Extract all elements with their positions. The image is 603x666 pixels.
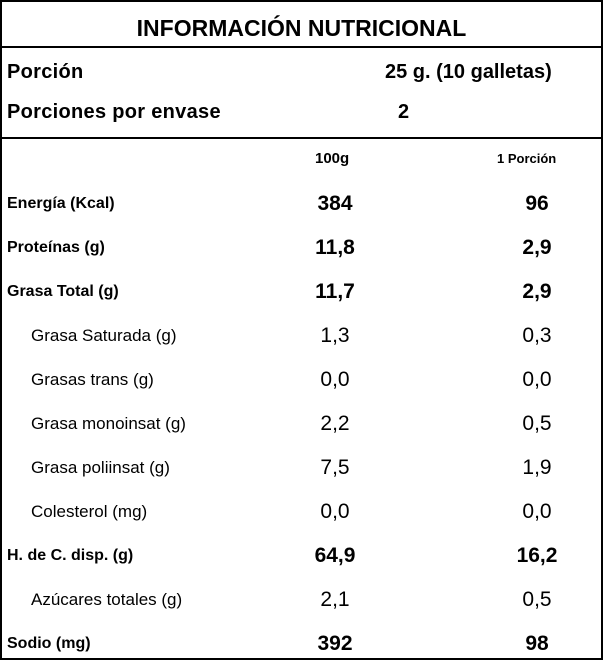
nutrient-value-serving: 96 [525,192,549,215]
nutrient-row: Proteínas (g) 11,8 2,9 [2,226,601,270]
nutrient-row: Energía (Kcal) 384 96 [2,182,601,226]
servings-per-package-value: 2 [398,101,410,123]
label-title: INFORMACIÓN NUTRICIONAL [2,2,601,48]
nutrient-name: Grasas trans (g) [31,370,154,389]
serving-size-row: Porción 25 g. (10 galletas) [2,52,601,92]
nutrient-value-100g: 392 [317,632,353,655]
nutrient-row: Grasa monoinsat (g) 2,2 0,5 [2,402,601,446]
nutrient-value-serving: 2,9 [522,280,552,303]
nutrient-value-serving: 98 [525,632,549,655]
nutrient-value-100g: 11,7 [315,280,355,303]
nutrient-value-100g: 64,9 [314,544,356,567]
column-headers: 100g 1 Porción [2,139,601,179]
nutrient-value-100g: 0,0 [320,368,350,391]
servings-per-package-row: Porciones por envase 2 [2,92,601,132]
nutrient-name: Energía (Kcal) [7,195,115,212]
nutrient-value-100g: 0,0 [320,500,350,523]
nutrient-name: Grasa Total (g) [7,283,119,300]
nutrient-name: Grasa poliinsat (g) [31,458,170,477]
nutrient-value-serving: 0,3 [522,324,552,347]
nutrient-value-serving: 0,5 [522,412,552,435]
nutrient-row: Grasas trans (g) 0,0 0,0 [2,358,601,402]
nutrient-name: Azúcares totales (g) [31,590,183,609]
nutrient-name: Grasa monoinsat (g) [31,414,186,433]
nutrient-row: Sodio (mg) 392 98 [2,622,601,666]
nutrient-row: Azúcares totales (g) 2,1 0,5 [2,578,601,622]
nutrient-value-serving: 0,5 [522,588,552,611]
nutrient-name: H. de C. disp. (g) [7,547,134,564]
nutrient-row: Grasa Total (g) 11,7 2,9 [2,270,601,314]
column-header-100g: 100g [315,150,350,167]
serving-size-label: Porción [7,61,84,83]
nutrient-value-100g: 384 [317,192,353,215]
nutrient-value-serving: 2,9 [522,236,552,259]
nutrient-value-100g: 2,2 [320,412,350,435]
nutrient-row: Grasa poliinsat (g) 7,5 1,9 [2,446,601,490]
nutrient-value-100g: 7,5 [320,456,350,479]
serving-size-value: 25 g. (10 galletas) [385,61,552,83]
nutrient-value-100g: 11,8 [315,236,355,259]
nutrient-row: Grasa Saturada (g) 1,3 0,3 [2,314,601,358]
nutrient-name: Proteínas (g) [7,239,105,256]
nutrient-row: Colesterol (mg) 0,0 0,0 [2,490,601,534]
column-header-serving: 1 Porción [497,151,557,166]
nutrient-value-serving: 16,2 [516,544,558,567]
nutrient-value-serving: 0,0 [522,368,552,391]
nutrient-value-serving: 1,9 [522,456,552,479]
nutrient-value-100g: 1,3 [320,324,350,347]
section-divider [2,137,601,139]
nutrient-name: Colesterol (mg) [31,502,148,521]
nutrient-row: H. de C. disp. (g) 64,9 16,2 [2,534,601,578]
nutrient-value-100g: 2,1 [320,588,350,611]
servings-per-package-label: Porciones por envase [7,101,221,123]
nutrient-name: Grasa Saturada (g) [31,326,177,345]
nutrient-name: Sodio (mg) [7,635,91,652]
nutrient-value-serving: 0,0 [522,500,552,523]
